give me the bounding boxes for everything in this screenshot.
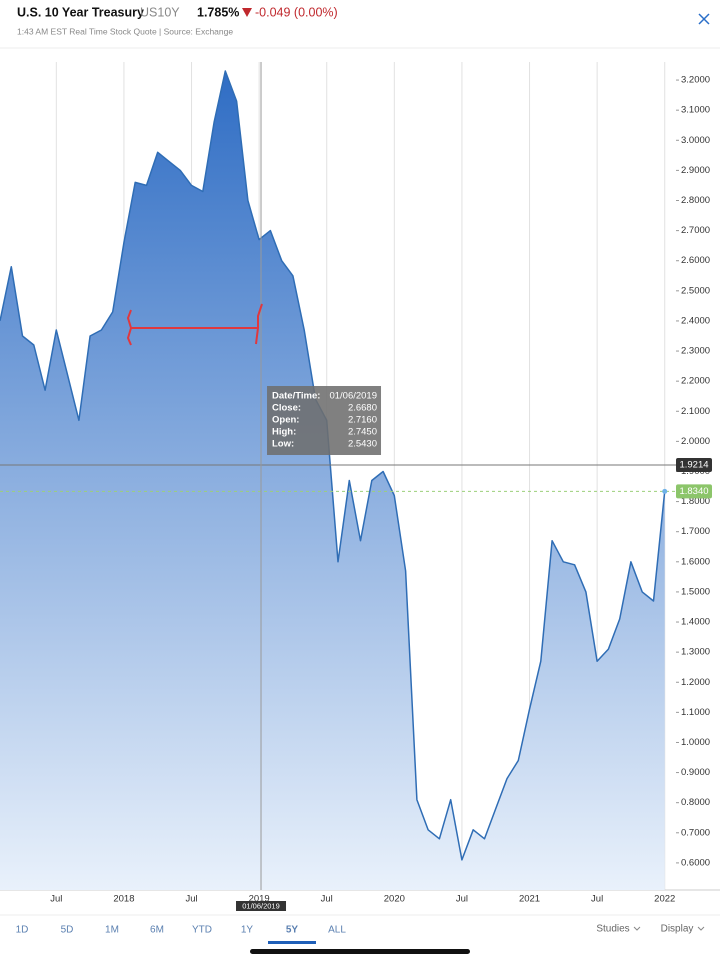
range-tab[interactable]: YTD: [192, 925, 212, 936]
x-tick-label: 2022: [654, 894, 675, 905]
y-tick-label: 0.7000: [681, 827, 710, 838]
symbol: US10Y: [140, 5, 180, 19]
range-tab[interactable]: 1M: [105, 925, 119, 936]
x-tick-label: 2020: [384, 894, 405, 905]
last-value-badge: [676, 484, 712, 499]
y-tick-label: 2.6000: [681, 255, 710, 266]
tooltip-value: 01/06/2019: [329, 391, 377, 402]
menu-button[interactable]: Display: [661, 924, 694, 935]
x-tick-label: Jul: [321, 894, 333, 905]
range-tab[interactable]: 1D: [16, 925, 29, 936]
last-value-label: 1.8340: [679, 486, 708, 497]
y-tick-label: 1.5000: [681, 586, 710, 597]
subtitle: 1:43 AM EST Real Time Stock Quote | Sour…: [17, 26, 233, 36]
price: 1.785%: [197, 5, 239, 19]
home-indicator: [250, 949, 470, 954]
tooltip-value: 2.6680: [348, 403, 377, 414]
y-tick-label: 2.5000: [681, 285, 710, 296]
close-button[interactable]: [698, 13, 710, 25]
x-tick-label: Jul: [185, 894, 197, 905]
y-tick-label: 1.7000: [681, 526, 710, 537]
tooltip-key: Date/Time:: [272, 391, 320, 402]
menu-button[interactable]: Studies: [596, 924, 629, 935]
range-tab[interactable]: 1Y: [241, 925, 254, 936]
x-tick-label: Jul: [591, 894, 603, 905]
title: U.S. 10 Year Treasury: [17, 5, 144, 19]
y-tick-label: 2.0000: [681, 436, 710, 447]
tooltip-key: Open:: [272, 415, 299, 426]
tooltip-key: Low:: [272, 439, 294, 450]
y-tick-label: 2.4000: [681, 315, 710, 326]
y-tick-label: 0.9000: [681, 767, 710, 778]
x-tick-label: 2018: [113, 894, 134, 905]
x-tick-label: Jul: [456, 894, 468, 905]
y-tick-label: 2.9000: [681, 165, 710, 176]
range-tab[interactable]: ALL: [328, 925, 346, 936]
menu-chevron: [697, 926, 705, 931]
range-tab[interactable]: 5Y: [286, 925, 299, 936]
tooltip-key: High:: [272, 427, 296, 438]
y-tick-label: 2.3000: [681, 346, 710, 357]
y-tick-label: 0.8000: [681, 797, 710, 808]
active-tab-underline: [268, 941, 316, 944]
y-tick-label: 2.7000: [681, 225, 710, 236]
y-tick-label: 3.2000: [681, 75, 710, 86]
series: [0, 70, 666, 890]
y-tick-label: 2.2000: [681, 376, 710, 387]
y-tick-label: 1.3000: [681, 647, 710, 658]
tooltip-value: 2.5430: [348, 439, 377, 450]
y-tick-label: 2.8000: [681, 195, 710, 206]
y-tick-label: 1.0000: [681, 737, 710, 748]
crosshair-value: 1.9214: [679, 460, 708, 471]
y-tick-label: 1.1000: [681, 707, 710, 718]
tooltip: [267, 386, 382, 455]
last-point: [662, 488, 668, 494]
crosshair-value-badge: [676, 458, 712, 473]
tooltip-key: Close:: [272, 403, 301, 414]
y-tick-label: 0.6000: [681, 857, 710, 868]
change: -0.049 (0.00%): [255, 5, 338, 19]
crosshair-date: 01/06/2019: [242, 901, 280, 910]
x-tick-label: 2019: [249, 894, 270, 905]
range-tab[interactable]: 5D: [61, 925, 74, 936]
menu-chevron: [633, 926, 641, 931]
crosshair-date-badge: [236, 901, 287, 911]
y-tick-label: 1.8000: [681, 496, 710, 507]
y-tick-label: 1.4000: [681, 617, 710, 628]
down-arrow: [242, 8, 252, 17]
y-tick-label: 1.2000: [681, 677, 710, 688]
area-fill: [0, 71, 665, 890]
plot: Jul 2018 Jul 2019 Jul 2020 Jul 2021 Jul 2022 0.600…: [0, 62, 720, 911]
y-tick-label: 2.1000: [681, 406, 710, 417]
y-tick-label: 3.0000: [681, 135, 710, 146]
y-tick-label: 3.1000: [681, 105, 710, 116]
tooltip-value: 2.7450: [348, 427, 377, 438]
annotation-bracket: [126, 303, 263, 346]
range-tabs: 1D 5D 1M 6M YTD 1Y 5Y ALL Studies Display: [0, 914, 720, 944]
x-tick-label: 2021: [519, 894, 540, 905]
range-tab[interactable]: 6M: [150, 925, 164, 936]
tooltip-value: 2.7160: [348, 415, 377, 426]
y-tick-label: 1.6000: [681, 556, 710, 567]
x-tick-label: Jul: [50, 894, 62, 905]
